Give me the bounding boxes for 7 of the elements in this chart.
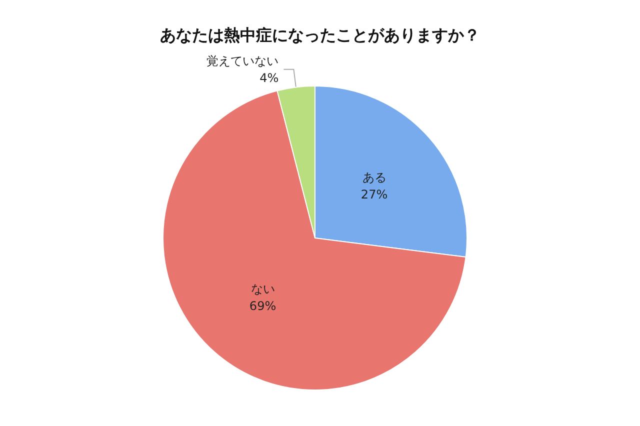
data-label: 27%	[360, 187, 388, 202]
slice-label: 覚えていない	[206, 54, 279, 68]
chart-title: あなたは熱中症になったことがありますか？	[160, 26, 480, 44]
slice-label: ある	[362, 170, 386, 184]
data-label: 69%	[249, 298, 276, 313]
slice-label: ない	[250, 282, 275, 296]
data-label: 4%	[260, 70, 279, 85]
